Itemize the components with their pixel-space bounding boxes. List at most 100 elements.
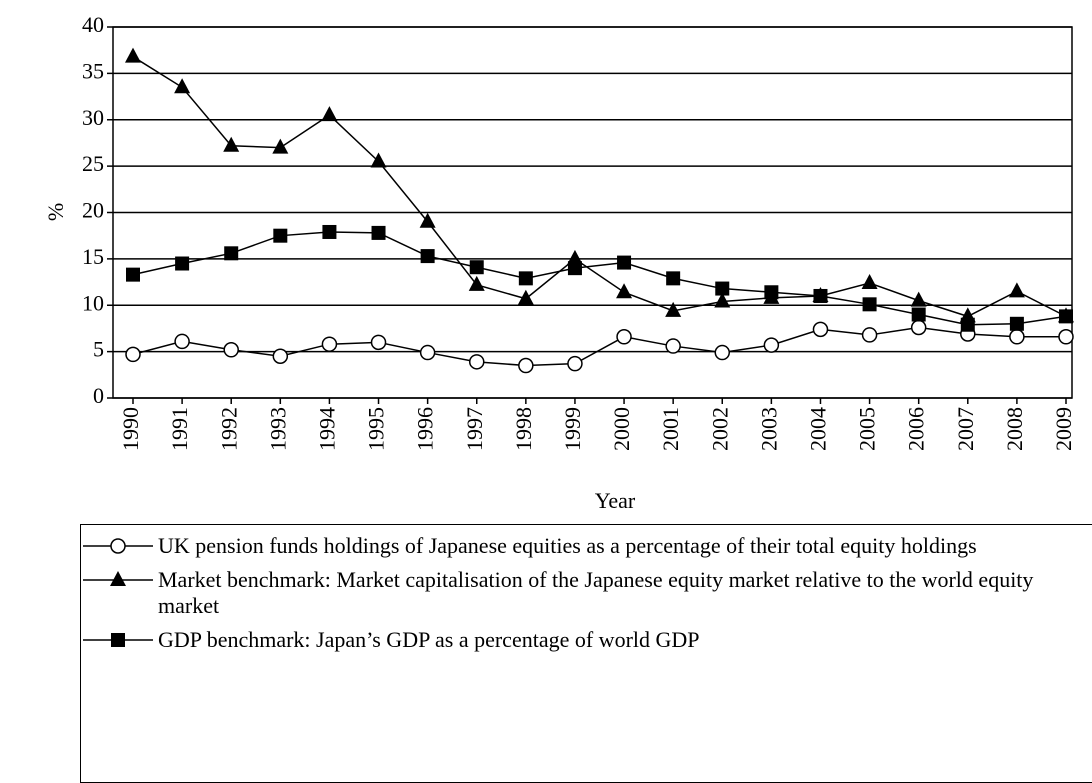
plot-frame xyxy=(112,26,1073,399)
marker xyxy=(420,249,435,264)
x-tick-label: 2004 xyxy=(806,407,831,451)
marker xyxy=(911,307,926,322)
marker xyxy=(174,78,191,94)
marker xyxy=(371,225,386,240)
y-tick-label: 35 xyxy=(82,58,104,83)
series-line xyxy=(132,231,1067,326)
marker xyxy=(469,260,484,275)
legend-icon xyxy=(83,538,153,554)
x-tick-label: 2003 xyxy=(756,407,781,451)
marker xyxy=(111,633,125,647)
marker xyxy=(321,336,338,352)
x-tick-label: 2008 xyxy=(1002,407,1027,451)
marker xyxy=(1058,329,1074,345)
marker xyxy=(714,344,731,361)
x-tick-label: 1996 xyxy=(413,407,438,451)
legend: UK pension funds holdings of Japanese eq… xyxy=(80,524,1092,783)
marker xyxy=(1009,316,1024,331)
marker xyxy=(714,292,731,308)
marker xyxy=(665,301,682,317)
marker xyxy=(566,249,583,265)
marker xyxy=(910,291,927,307)
marker xyxy=(813,288,828,303)
y-tick-label: 5 xyxy=(93,337,104,362)
marker xyxy=(616,283,633,299)
x-tick-label: 2002 xyxy=(707,407,732,451)
y-axis-title: % xyxy=(43,203,68,221)
marker xyxy=(273,228,288,243)
marker xyxy=(665,338,681,354)
y-tick-label: 20 xyxy=(82,198,104,223)
legend-item: Market benchmark: Market capitalisation … xyxy=(81,567,1092,619)
x-tick-label: 1992 xyxy=(216,407,241,451)
y-tick-label: 0 xyxy=(93,383,104,408)
marker xyxy=(617,255,632,270)
marker xyxy=(321,106,338,122)
x-tick-label: 1995 xyxy=(364,407,389,451)
legend-label: GDP benchmark: Japan’s GDP as a percenta… xyxy=(158,627,700,652)
x-tick-label: 2007 xyxy=(953,407,978,451)
legend-label: UK pension funds holdings of Japanese eq… xyxy=(158,533,977,558)
marker xyxy=(1008,282,1025,298)
marker xyxy=(125,47,141,63)
marker xyxy=(616,329,632,345)
marker xyxy=(862,297,877,312)
marker xyxy=(125,346,141,363)
marker xyxy=(468,275,485,291)
legend-icon xyxy=(83,633,153,647)
marker xyxy=(126,267,140,282)
x-tick-label: 1991 xyxy=(167,407,192,451)
marker xyxy=(715,281,730,296)
x-tick-label: 1993 xyxy=(265,407,290,451)
marker xyxy=(960,317,975,332)
marker xyxy=(567,355,583,372)
y-tick-label: 15 xyxy=(82,244,104,269)
y-tick-label: 10 xyxy=(82,290,104,315)
y-tick-label: 25 xyxy=(82,151,104,176)
x-tick-label: 1999 xyxy=(560,407,585,451)
marker xyxy=(1059,309,1073,324)
marker xyxy=(223,342,239,358)
x-tick-label: 2001 xyxy=(658,407,683,451)
legend-item: UK pension funds holdings of Japanese eq… xyxy=(81,533,1092,559)
chart: Year % 0 5 10 15 20 25 30 35 40 1990 1991 1992 1993 1… xyxy=(43,12,1076,513)
series-line xyxy=(132,56,1067,318)
marker xyxy=(764,285,779,300)
x-tick-label: 2006 xyxy=(904,407,929,451)
marker xyxy=(518,357,534,374)
legend-icon xyxy=(83,571,153,586)
marker xyxy=(174,333,190,350)
y-tick-label: 40 xyxy=(82,12,104,37)
marker xyxy=(175,256,190,271)
marker xyxy=(272,348,289,365)
marker xyxy=(861,327,878,343)
marker xyxy=(763,337,780,353)
x-axis-title: Year xyxy=(595,488,636,513)
marker xyxy=(861,273,878,289)
marker xyxy=(910,319,927,336)
marker xyxy=(517,289,534,305)
marker xyxy=(419,212,436,228)
marker xyxy=(468,354,485,370)
legend-item: GDP benchmark: Japan’s GDP as a percenta… xyxy=(81,627,1092,653)
marker xyxy=(223,136,240,152)
marker xyxy=(110,571,126,586)
legend-label: Market benchmark: Market capitalisation … xyxy=(158,567,1034,618)
x-tick-label: 1990 xyxy=(118,407,143,451)
marker xyxy=(272,138,289,154)
x-tick-label: 1998 xyxy=(511,407,536,451)
marker xyxy=(322,224,337,239)
marker xyxy=(224,246,239,261)
marker xyxy=(370,334,387,351)
x-tick-label: 2005 xyxy=(855,407,880,451)
marker xyxy=(518,271,533,286)
x-tick-label: 2009 xyxy=(1051,407,1076,451)
x-tick-label: 2000 xyxy=(609,407,634,451)
marker xyxy=(370,152,387,168)
x-tick-label: 1994 xyxy=(314,407,339,451)
x-tick-label: 1997 xyxy=(462,407,487,451)
marker xyxy=(812,321,829,338)
marker xyxy=(1009,329,1025,345)
marker xyxy=(419,344,436,361)
